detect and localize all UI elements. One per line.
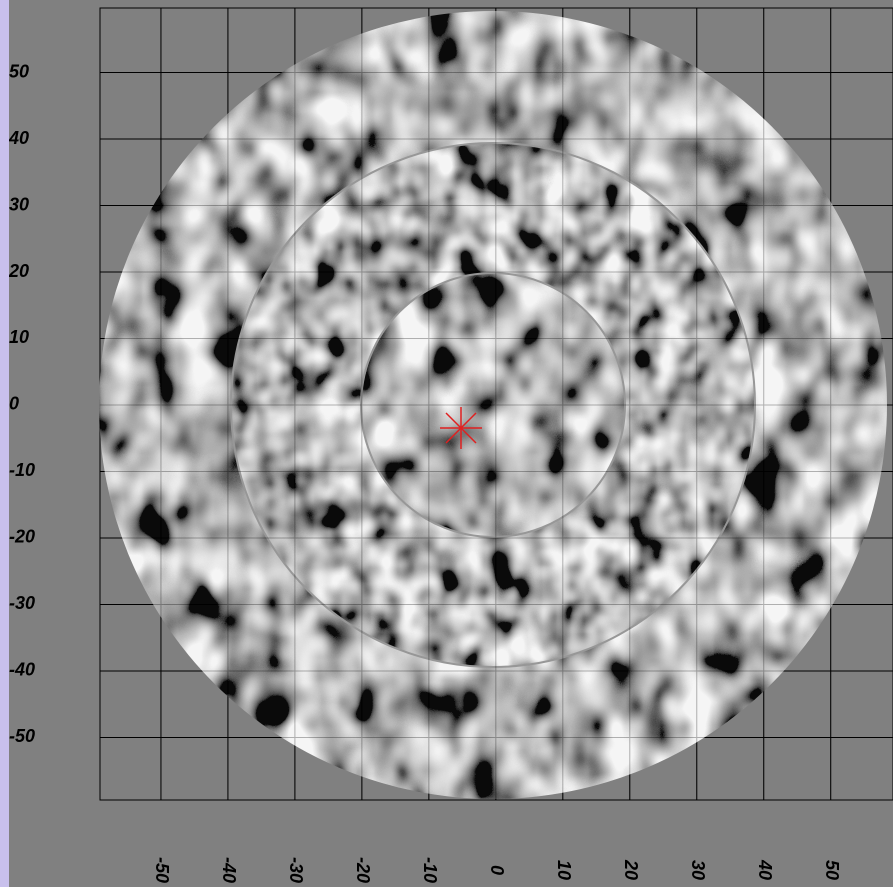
x-tick-label: 0 — [487, 865, 507, 875]
y-tick-label: -50 — [9, 726, 35, 746]
x-tick-label: -40 — [219, 857, 239, 883]
y-tick-label: 40 — [8, 128, 29, 148]
x-tick-label: 30 — [688, 860, 708, 880]
y-tick-label: 10 — [9, 327, 29, 347]
side-strip — [0, 0, 9, 887]
page: {"chart_data": {"type": "image", "xlim":… — [0, 0, 893, 887]
x-tick-label: -10 — [420, 857, 440, 883]
x-tick-label: -20 — [353, 857, 373, 883]
y-tick-label: 50 — [9, 61, 29, 81]
y-tick-label: -10 — [9, 460, 35, 480]
x-tick-label: 10 — [554, 860, 574, 880]
y-tick-label: -40 — [9, 660, 35, 680]
y-tick-label: -30 — [9, 593, 35, 613]
viewer: -50 -40 -30 -20 -10 0 10 20 30 40 50 50 40 30 20 10 0 -10… — [0, 0, 893, 887]
x-tick-label: -30 — [286, 857, 306, 883]
y-tick-label: 20 — [8, 261, 29, 281]
x-tick-label: 20 — [621, 859, 641, 880]
x-tick-label: 40 — [755, 859, 775, 880]
source-marker — [440, 407, 482, 449]
x-tick-label: -50 — [152, 857, 172, 883]
y-tick-label: 30 — [9, 194, 29, 214]
y-tick-label: -20 — [9, 527, 35, 547]
y-tick-label: 0 — [9, 394, 19, 414]
x-tick-label: 50 — [822, 860, 842, 880]
